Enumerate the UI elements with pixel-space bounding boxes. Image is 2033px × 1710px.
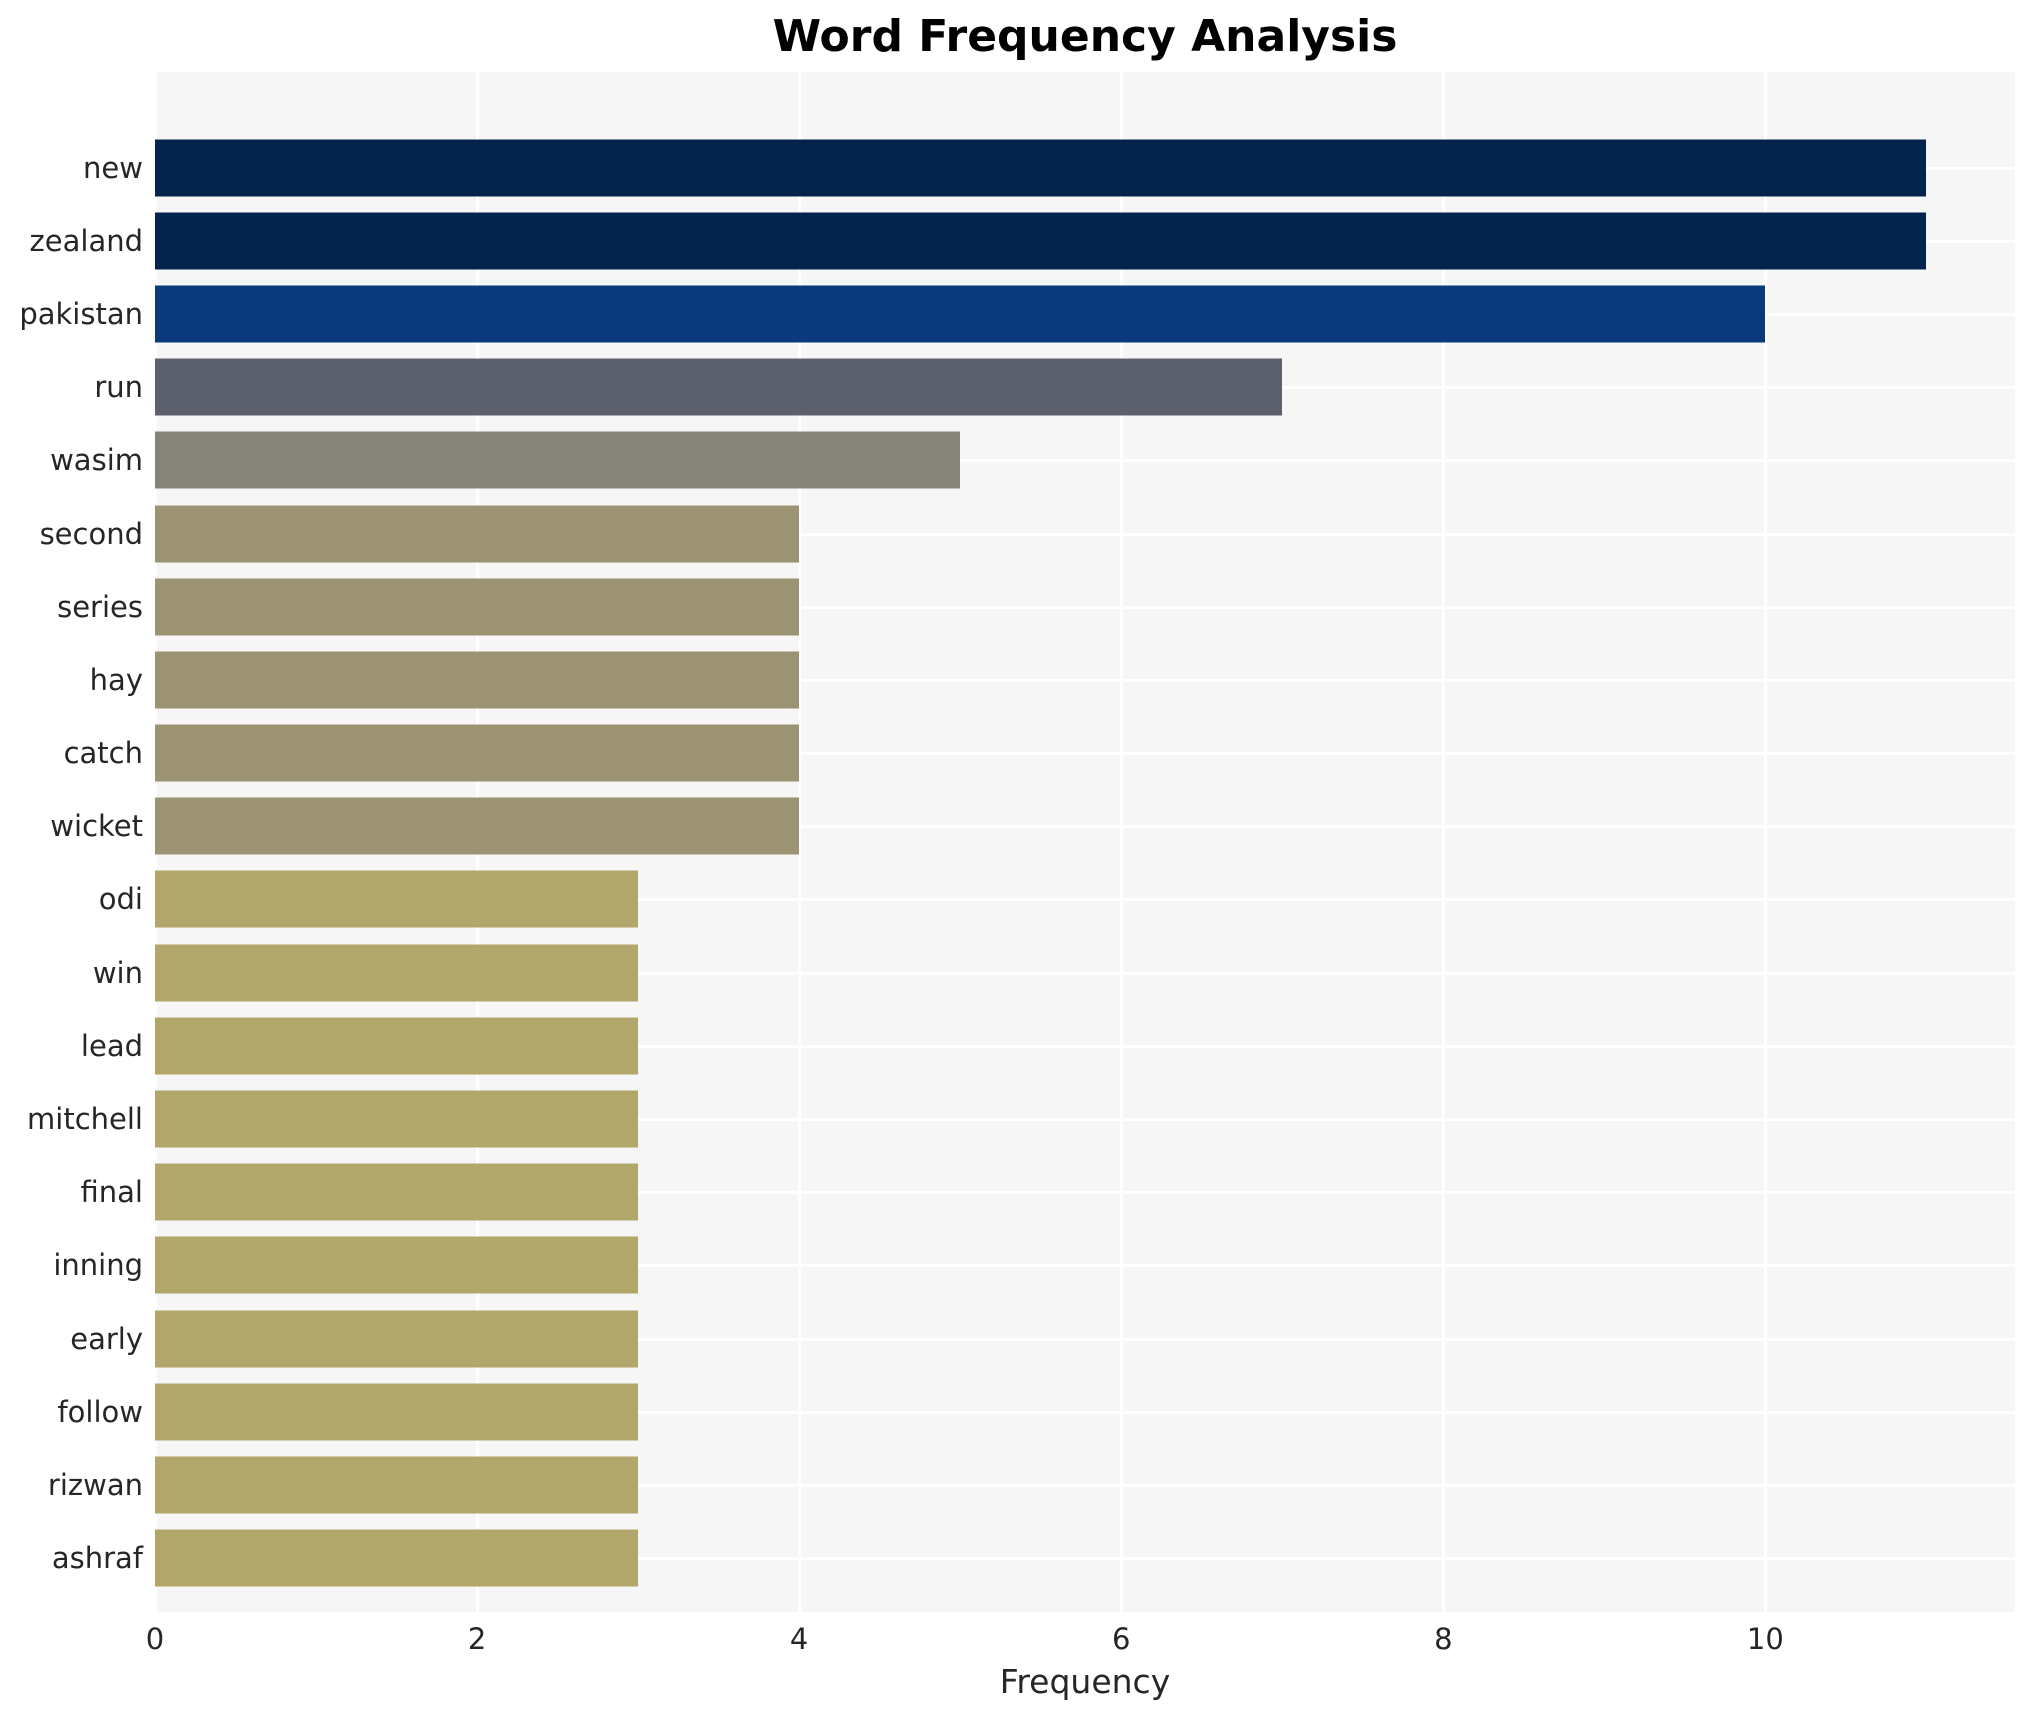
x-tick-label: 8	[1434, 1622, 1453, 1656]
bar-row: odi	[99, 863, 2015, 936]
frequency-bar	[155, 1090, 639, 1148]
bar-row: early	[70, 1302, 2015, 1375]
y-axis-label: odi	[98, 882, 143, 917]
frequency-bar	[155, 944, 639, 1002]
frequency-bar	[155, 1163, 639, 1221]
x-tick-label: 10	[1746, 1622, 1784, 1656]
frequency-bar	[155, 139, 1927, 197]
y-axis-label: new	[83, 150, 143, 185]
frequency-bar	[155, 797, 800, 855]
frequency-bar	[155, 1383, 639, 1441]
y-axis-label: rizwan	[47, 1467, 143, 1502]
frequency-bar	[155, 505, 800, 563]
bar-row: follow	[57, 1375, 2015, 1448]
frequency-bar	[155, 651, 800, 709]
frequency-bar	[155, 431, 961, 489]
vertical-gridline	[1120, 72, 1124, 1612]
frequency-bar	[155, 285, 1766, 343]
x-axis: 0 2 4 6 8 10	[146, 1622, 2015, 1662]
frequency-bar	[155, 1236, 639, 1294]
chart-title: Word Frequency Analysis	[772, 11, 1398, 62]
x-tick-label: 4	[789, 1622, 809, 1656]
frequency-bar	[155, 212, 1927, 270]
frequency-bar	[155, 578, 800, 636]
vertical-gridline	[798, 72, 802, 1612]
bar-row: lead	[81, 1009, 2015, 1082]
x-tick-label: 6	[1111, 1622, 1131, 1656]
y-axis-label: early	[70, 1321, 143, 1356]
y-axis-label: inning	[53, 1248, 143, 1283]
bar-row: ashraf	[52, 1522, 2015, 1595]
x-tick-label: 2	[467, 1622, 487, 1656]
frequency-bar	[155, 358, 1283, 416]
vertical-gridline	[1764, 72, 1768, 1612]
bar-row: mitchell	[27, 1082, 2015, 1155]
frequency-bar	[155, 1456, 639, 1514]
bar-row: final	[81, 1156, 2015, 1229]
x-tick-label: 0	[145, 1622, 165, 1656]
vertical-gridline	[1442, 72, 1446, 1612]
bar-row: pakistan	[19, 277, 2015, 350]
frequency-bar	[155, 1529, 639, 1587]
bar-row: wicket	[50, 790, 2015, 863]
y-axis-label: zealand	[29, 223, 143, 258]
y-axis-label: final	[80, 1175, 143, 1210]
y-axis-label: wasim	[50, 443, 143, 478]
y-axis-label: catch	[63, 736, 143, 771]
y-axis-label: pakistan	[19, 296, 143, 331]
plot-area: new zealand pakistan run wasim second	[19, 72, 2015, 1612]
bar-row: new	[83, 131, 2015, 204]
y-axis-label: hay	[89, 662, 143, 697]
frequency-bar	[155, 1310, 639, 1368]
y-axis-label: ashraf	[51, 1541, 143, 1576]
y-axis-label: wicket	[50, 809, 143, 844]
bar-row: run	[94, 351, 2015, 424]
x-axis-title: Frequency	[999, 1662, 1171, 1701]
y-axis-label: mitchell	[27, 1102, 143, 1137]
frequency-bar	[155, 870, 639, 928]
frequency-bar	[155, 1017, 639, 1075]
bar-row: second	[40, 497, 2015, 570]
frequency-bar	[155, 724, 800, 782]
y-axis-label: follow	[57, 1394, 143, 1429]
bar-rows: new zealand pakistan run wasim second	[19, 72, 2015, 1612]
y-axis-label: series	[57, 589, 143, 624]
y-axis-label: second	[39, 516, 143, 551]
bar-row: wasim	[50, 424, 2015, 497]
y-axis-label: lead	[80, 1028, 143, 1063]
bar-row: series	[57, 570, 2015, 643]
bar-row: win	[93, 936, 2015, 1009]
y-axis-label: run	[94, 370, 143, 405]
bar-row: inning	[53, 1229, 2015, 1302]
bar-row: rizwan	[48, 1448, 2015, 1521]
bar-row: catch	[64, 717, 2015, 790]
y-axis-label: win	[92, 955, 143, 990]
bar-row: zealand	[30, 204, 2015, 277]
bar-row: hay	[90, 643, 2015, 716]
